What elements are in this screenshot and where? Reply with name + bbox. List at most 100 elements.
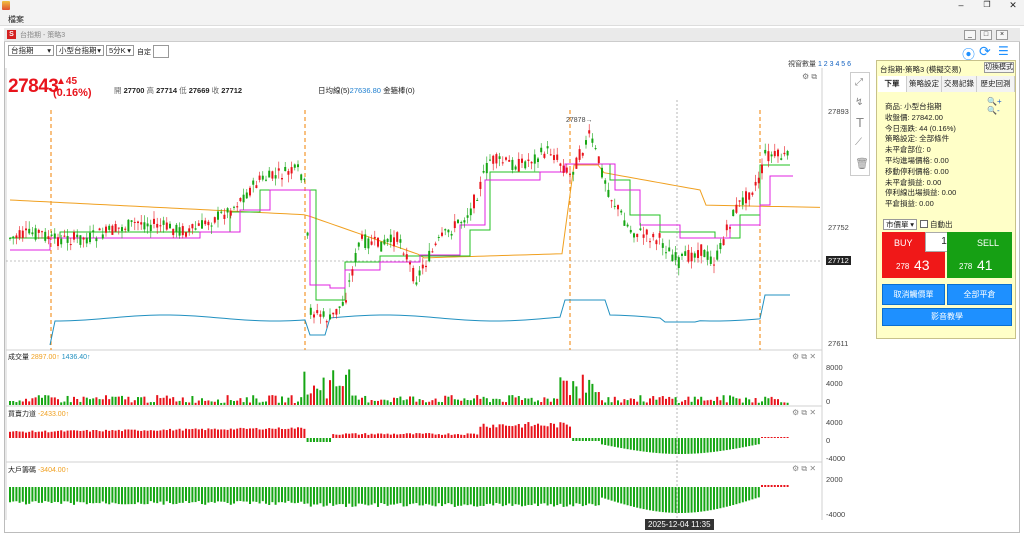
volume-panel-controls[interactable]: ⚙ ⧉ ✕ bbox=[792, 352, 817, 361]
force-bar bbox=[783, 437, 786, 438]
force-bar bbox=[610, 438, 613, 447]
switch-mode-button[interactable]: 切換模式 bbox=[984, 62, 1014, 73]
zoom-icons[interactable]: 🔍+ 🔍- bbox=[987, 97, 1002, 115]
candle-body bbox=[133, 221, 136, 223]
auto-exit-checkbox[interactable] bbox=[920, 220, 928, 228]
candle-body bbox=[316, 310, 319, 314]
volume-bar bbox=[127, 396, 130, 405]
tab-order[interactable]: 下單 bbox=[878, 76, 907, 92]
symbol-select[interactable]: 台指期 ▾ bbox=[8, 45, 54, 56]
big-player-bar bbox=[412, 487, 415, 504]
candle-body bbox=[383, 239, 386, 245]
volume-bar bbox=[508, 395, 511, 405]
big-player-bar bbox=[194, 487, 197, 503]
force-bar bbox=[466, 433, 469, 438]
force-bar bbox=[101, 431, 104, 438]
contract-select[interactable]: 小型台指期 ▾ bbox=[56, 45, 104, 56]
refresh-icon[interactable]: ⟳ bbox=[979, 43, 991, 59]
curve-tool-icon[interactable]: ↯ bbox=[855, 97, 864, 108]
force-bar bbox=[265, 428, 267, 438]
close-icon[interactable]: ✕ bbox=[1009, 0, 1017, 10]
trendline-tool-icon[interactable]: ⤢ bbox=[855, 77, 863, 88]
candle-body bbox=[639, 228, 642, 231]
force-bar bbox=[636, 438, 639, 451]
big-panel-controls[interactable]: ⚙ ⧉ ✕ bbox=[792, 464, 817, 473]
big-player-bar bbox=[588, 487, 591, 504]
force-bar bbox=[201, 428, 203, 438]
force-panel-controls[interactable]: ⚙ ⧉ ✕ bbox=[792, 408, 817, 417]
volume-bar bbox=[623, 399, 626, 405]
volume-bar bbox=[741, 402, 744, 405]
sell-box[interactable]: SELL 278 41 bbox=[947, 232, 1012, 278]
order-type-select[interactable]: 市價單 ▾ bbox=[883, 219, 917, 230]
volume-bar bbox=[220, 402, 223, 405]
price-axis-top: 27893 bbox=[828, 107, 849, 116]
volume-bar bbox=[527, 398, 530, 405]
custom-period-input[interactable] bbox=[153, 45, 169, 58]
signal-icon[interactable]: ⦿ bbox=[962, 47, 976, 62]
minimize-icon[interactable]: – bbox=[958, 0, 964, 10]
force-bar bbox=[370, 433, 373, 438]
candle-body bbox=[220, 211, 223, 213]
big-label: 大戶籌碼 bbox=[8, 467, 36, 474]
video-tutorial-button[interactable]: 影音教學 bbox=[882, 308, 1012, 326]
volume-bar bbox=[69, 402, 72, 405]
big-player-bar bbox=[562, 487, 565, 507]
force-bar bbox=[591, 438, 594, 441]
volume-bar bbox=[533, 401, 536, 405]
cancel-trigger-button[interactable]: 取消觸價單 bbox=[882, 284, 945, 305]
force-bar bbox=[44, 430, 47, 438]
user-list-icon[interactable]: ☰ bbox=[998, 44, 1009, 58]
menu-file[interactable]: 檔案 bbox=[8, 15, 24, 24]
force-bar bbox=[473, 433, 475, 438]
big-player-bar bbox=[591, 487, 594, 505]
force-tick-3: -4000 bbox=[826, 454, 846, 463]
window-maximize-button[interactable]: □ bbox=[980, 30, 992, 40]
volume-bar bbox=[738, 398, 741, 405]
big-player-bar bbox=[610, 487, 613, 501]
fan-tool-icon[interactable]: ⟋ bbox=[855, 137, 862, 148]
force-bar bbox=[226, 429, 229, 438]
trash-icon[interactable]: 🗑 bbox=[855, 158, 869, 170]
volume-bar bbox=[76, 399, 79, 405]
view-count-options[interactable]: 1 2 3 4 5 6 bbox=[817, 61, 852, 68]
big-tick-2: -4000 bbox=[826, 510, 846, 519]
big-player-bar bbox=[98, 487, 101, 504]
force-bar bbox=[713, 438, 715, 452]
big-player-bar bbox=[18, 487, 21, 503]
tab-strategy[interactable]: 策略設定 bbox=[907, 76, 942, 92]
force-bar bbox=[687, 438, 690, 454]
candle-body bbox=[76, 234, 79, 238]
force-bar bbox=[50, 431, 53, 438]
force-bar bbox=[578, 438, 581, 441]
window-close-button[interactable]: × bbox=[996, 30, 1008, 40]
restore-icon[interactable]: ❐ bbox=[983, 0, 991, 9]
volume-bar bbox=[47, 395, 50, 405]
force-bar bbox=[719, 438, 722, 452]
force-bar bbox=[447, 433, 450, 438]
text-tool-icon[interactable]: T bbox=[856, 115, 864, 130]
close-all-button[interactable]: 全部平倉 bbox=[947, 284, 1012, 305]
window-minimize-button[interactable]: _ bbox=[964, 30, 976, 40]
force-bar bbox=[441, 434, 443, 438]
volume-bar bbox=[498, 399, 501, 405]
big-player-bar bbox=[725, 487, 728, 507]
sell-price-small: 278 bbox=[959, 262, 973, 271]
volume-bar bbox=[434, 398, 437, 405]
tab-backtest[interactable]: 歷史回測 bbox=[977, 76, 1015, 92]
period-select[interactable]: 5分K ▾ bbox=[106, 45, 134, 56]
candle-body bbox=[297, 164, 299, 168]
volume-bar bbox=[524, 398, 527, 405]
big-player-bar bbox=[101, 487, 104, 502]
volume-bar bbox=[674, 397, 677, 405]
candle-body bbox=[44, 231, 47, 241]
candle-body bbox=[284, 166, 287, 172]
price-axis-bottom: 27611 bbox=[828, 339, 849, 348]
candle-body bbox=[745, 191, 747, 204]
chart-settings-icon[interactable]: ⚙ ⧉ bbox=[802, 72, 818, 81]
candle-body bbox=[15, 235, 18, 238]
volume-bar bbox=[453, 399, 456, 405]
big-player-bar bbox=[377, 487, 379, 507]
tab-history[interactable]: 交易記錄 bbox=[942, 76, 977, 92]
candle-body bbox=[393, 237, 395, 247]
